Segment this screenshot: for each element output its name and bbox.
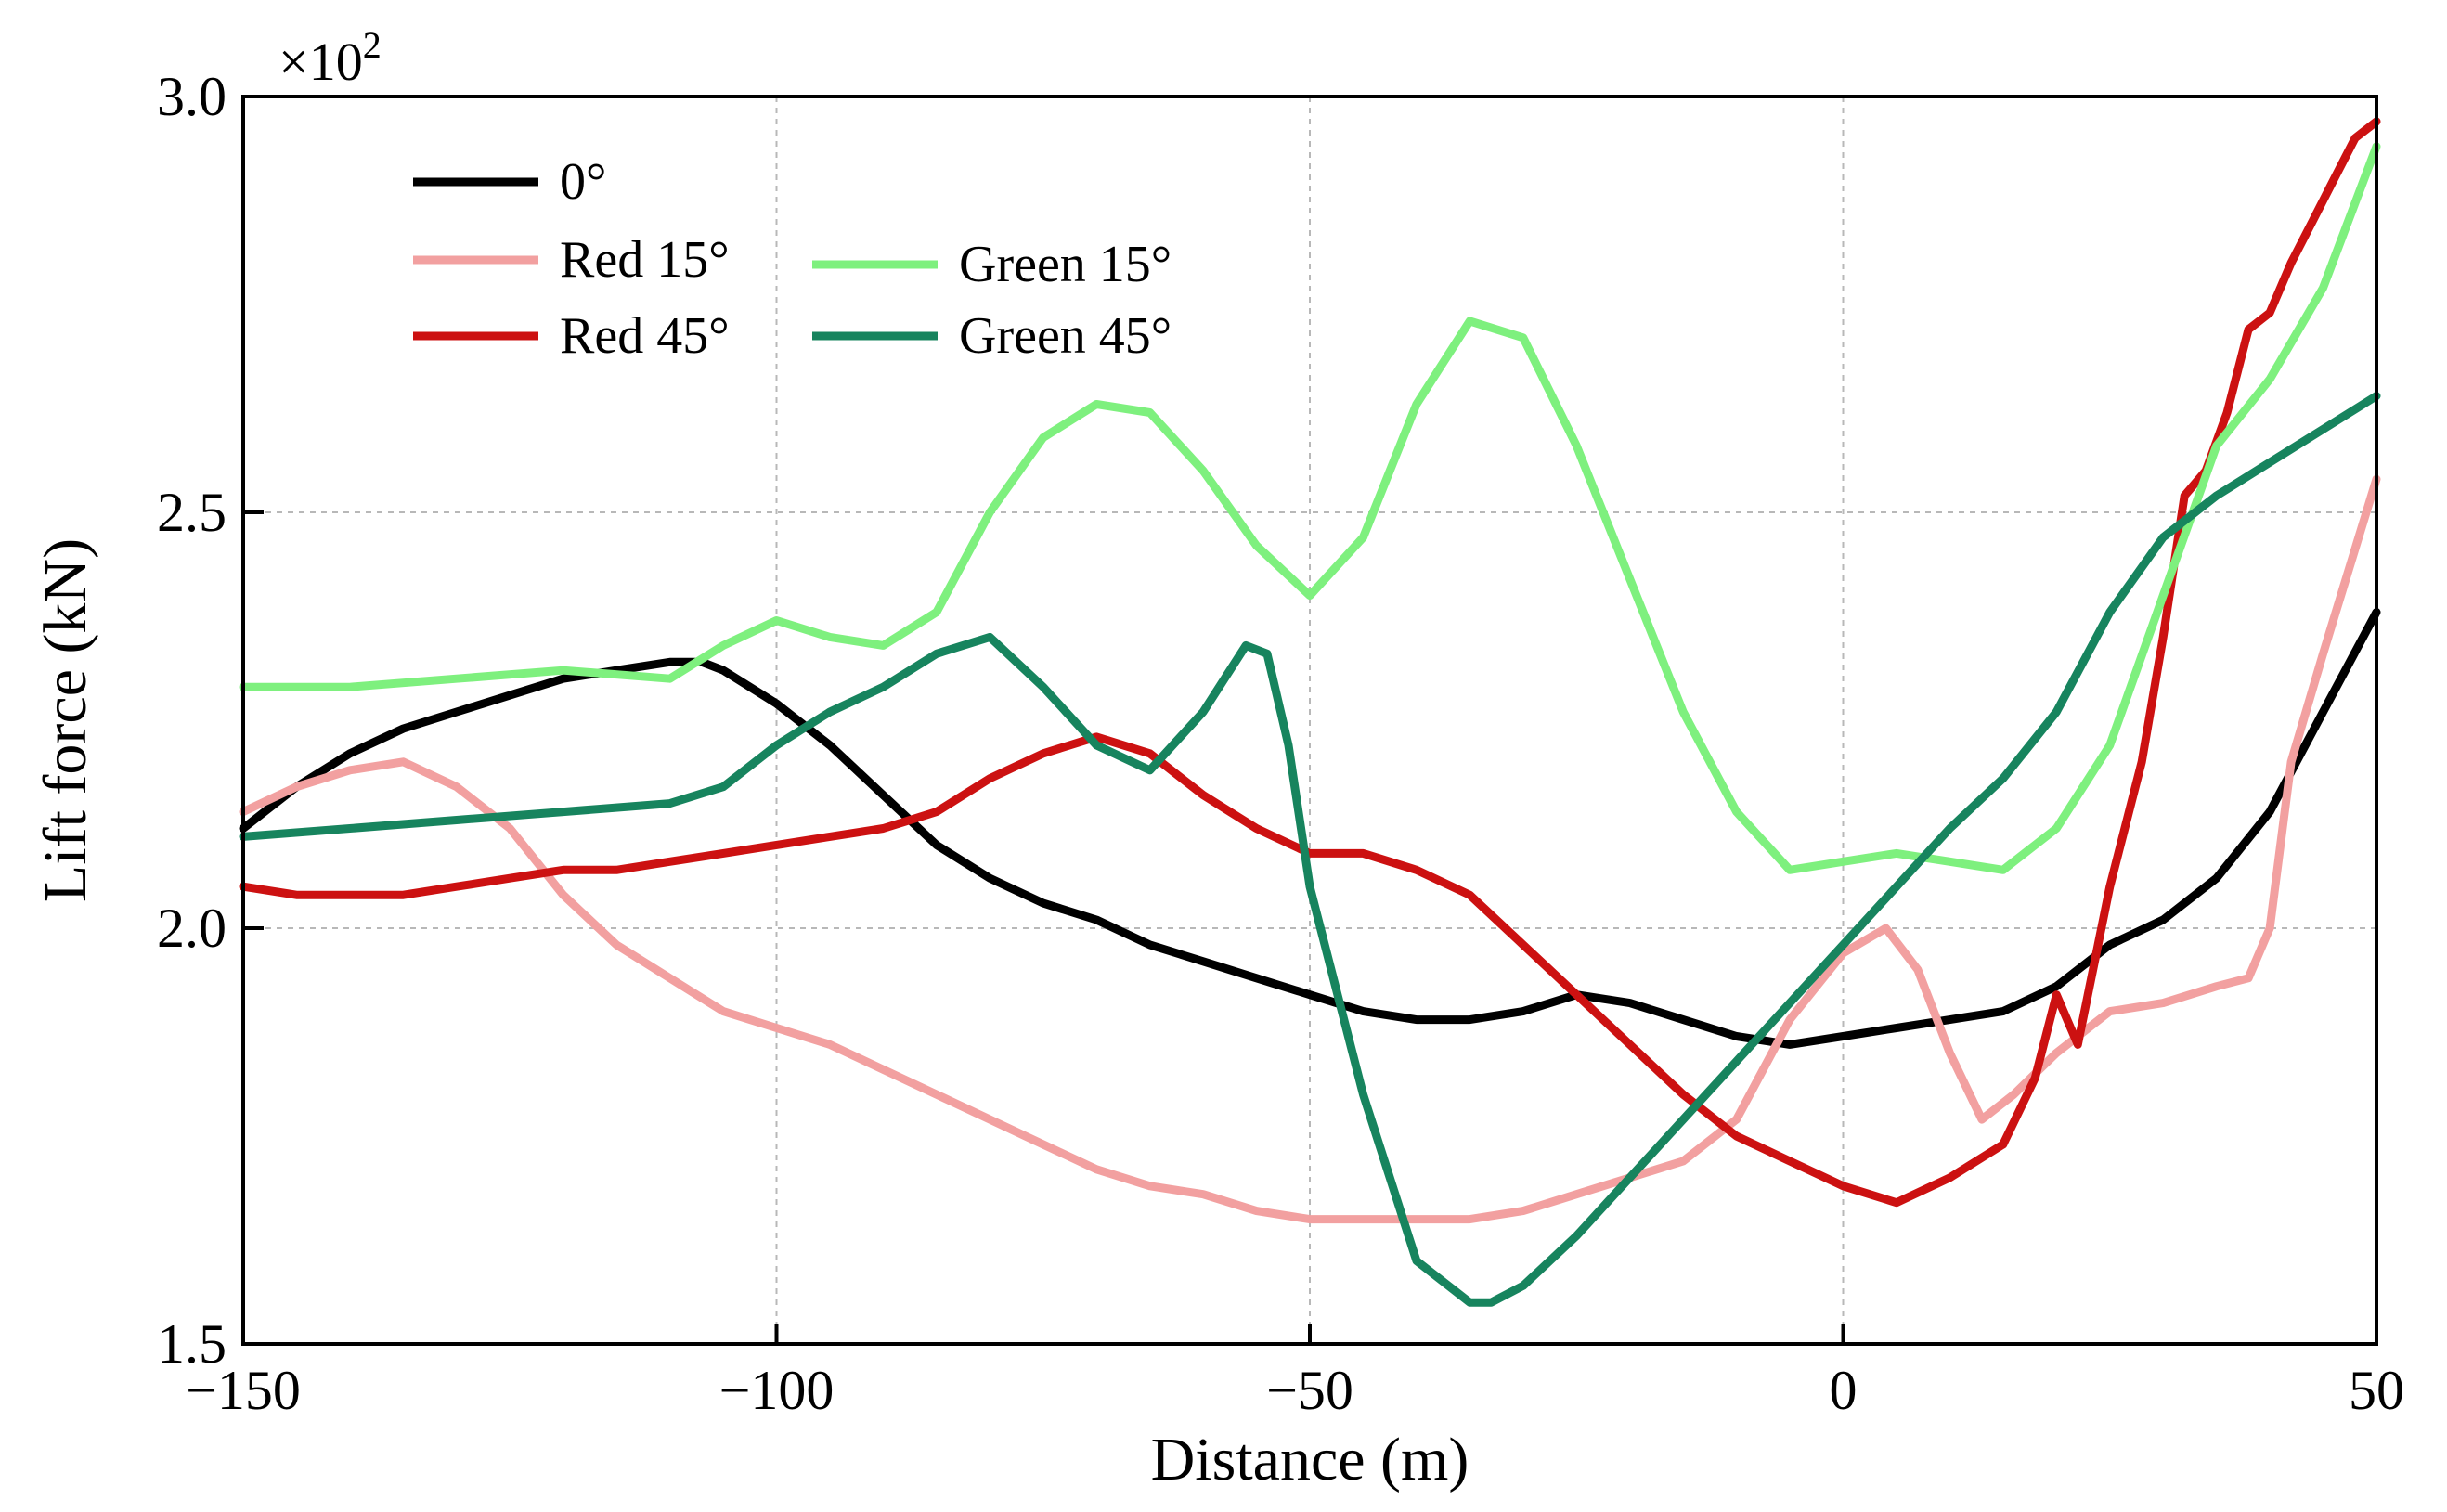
- legend-label: Green 45°: [959, 307, 1172, 365]
- grid-lines: [243, 97, 2376, 1344]
- series-line: [239, 142, 2381, 874]
- legend-label: 0°: [560, 153, 606, 211]
- x-tick-label: 50: [2349, 1360, 2404, 1421]
- y-tick-label: 3.0: [157, 66, 227, 127]
- axis-ticks: [241, 95, 2378, 1346]
- y-tick-label: 1.5: [157, 1313, 227, 1375]
- x-tick-label: −150: [186, 1360, 301, 1421]
- legend-label: Red 45°: [560, 307, 730, 365]
- multiplier-exponent: 2: [363, 24, 382, 66]
- multiplier-base: ×10: [278, 32, 363, 92]
- y-tick-label: 2.0: [157, 898, 227, 959]
- x-axis-title: Distance (m): [1151, 1426, 1469, 1493]
- legend-label: Green 15°: [959, 236, 1172, 293]
- y-tick-label: 2.5: [157, 482, 227, 543]
- legend-label: Red 15°: [560, 231, 730, 289]
- tick-labels: −150 −100 −50 0 50 1.5 2.0 2.5 3.0: [157, 66, 2404, 1421]
- y-axis-title: Lift force (kN): [32, 538, 99, 902]
- series-lines: [239, 117, 2381, 1307]
- y-axis-multiplier: ×102: [278, 24, 382, 92]
- legend: 0° Red 15° Red 45° Green 15° Green 45°: [413, 153, 1172, 365]
- x-tick-label: −100: [719, 1360, 835, 1421]
- series-line: [239, 392, 2381, 1307]
- x-tick-label: −50: [1266, 1360, 1353, 1421]
- x-tick-label: 0: [1830, 1360, 1858, 1421]
- series-line: [239, 474, 2381, 1224]
